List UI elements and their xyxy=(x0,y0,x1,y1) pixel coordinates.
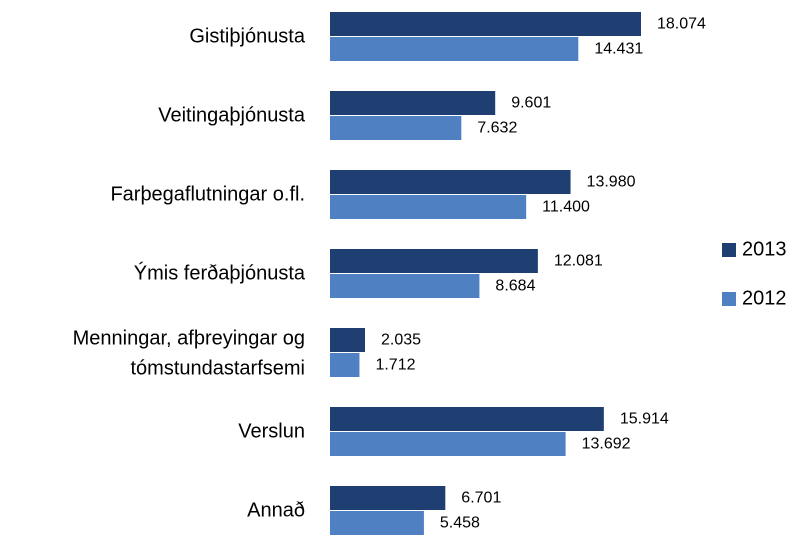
value-label: 12.081 xyxy=(554,253,603,270)
category-label: Farþegaflutningar o.fl. xyxy=(110,183,305,205)
bar xyxy=(330,353,360,377)
category-label: Ýmis ferðaþjónusta xyxy=(134,261,306,284)
bar xyxy=(330,91,496,115)
value-label: 5.458 xyxy=(440,515,480,532)
value-label: 7.632 xyxy=(477,120,517,137)
value-label: 13.980 xyxy=(587,174,636,191)
value-label: 9.601 xyxy=(511,95,551,112)
category-label: Menningar, afþreyingar og xyxy=(73,327,305,349)
category-label: Annað xyxy=(247,499,305,521)
value-label: 14.431 xyxy=(594,41,643,58)
category-label: tómstundastarfsemi xyxy=(130,357,305,379)
bar xyxy=(330,170,571,194)
bar xyxy=(330,249,538,273)
category-label: Veitingaþjónusta xyxy=(158,104,306,126)
bar xyxy=(330,407,604,431)
value-label: 11.400 xyxy=(542,199,590,216)
legend-label: 2013 xyxy=(742,238,787,260)
value-label: 8.684 xyxy=(495,278,535,295)
legend-label: 2012 xyxy=(742,287,787,309)
value-label: 15.914 xyxy=(620,411,669,428)
bar xyxy=(330,328,366,352)
category-label: Gistiþjónusta xyxy=(189,25,305,47)
legend-swatch xyxy=(722,243,736,257)
bar xyxy=(330,274,480,298)
legend-swatch xyxy=(722,292,736,306)
bar xyxy=(330,12,641,36)
value-label: 6.701 xyxy=(461,490,501,507)
bar xyxy=(330,486,446,510)
value-label: 2.035 xyxy=(381,332,421,349)
category-label: Verslun xyxy=(238,420,305,442)
value-label: 13.692 xyxy=(582,436,631,453)
bar xyxy=(330,511,424,535)
bar xyxy=(330,432,566,456)
bar xyxy=(330,37,579,61)
bar xyxy=(330,116,462,140)
bar xyxy=(330,195,527,219)
value-label: 18.074 xyxy=(657,16,706,33)
value-label: 1.712 xyxy=(375,357,415,374)
